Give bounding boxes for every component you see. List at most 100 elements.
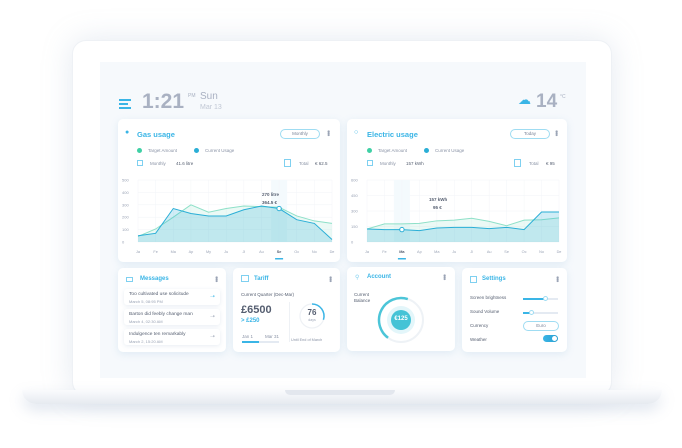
- x-tick-label: No: [539, 250, 544, 254]
- lightbulb-icon: ○: [354, 129, 359, 136]
- currency-label: Currency: [470, 323, 489, 328]
- card-title: Account: [367, 274, 391, 280]
- x-tick-label: Ma: [399, 250, 405, 254]
- y-tick-label: 200: [122, 215, 129, 220]
- x-tick-label: No: [312, 250, 317, 254]
- quarter-label: Current Quarter (Dec-Mar): [241, 292, 295, 297]
- x-tick-label: Oc: [294, 250, 299, 254]
- period-dropdown[interactable]: Monthly: [280, 129, 320, 139]
- ring-progress: [311, 303, 325, 320]
- weather-toggle[interactable]: [543, 335, 558, 342]
- x-tick-label: My: [206, 250, 211, 254]
- selected-month-indicator: [397, 258, 406, 260]
- settings-grid-icon: [470, 276, 477, 283]
- tariff-change: > £250: [241, 318, 260, 324]
- messages-card: Messages ••• Too cultivated use solicitu…: [118, 268, 226, 352]
- series-area: [138, 204, 332, 242]
- total-label: Total: [529, 161, 539, 166]
- quarter-progress: [242, 341, 279, 343]
- balance-label: Current: [354, 292, 370, 297]
- brightness-slider[interactable]: [523, 296, 558, 301]
- monthly-value: 41.6 litre: [176, 161, 194, 166]
- series-line: [137, 205, 333, 240]
- more-icon[interactable]: •••: [440, 274, 449, 280]
- calendar-icon: [137, 160, 143, 166]
- settings-card: Settings ••• Screen brightness Sound Vol…: [462, 268, 567, 352]
- selected-point: [276, 205, 282, 212]
- end-date: Mar 31: [265, 334, 280, 339]
- tariff-amount: £6500: [241, 304, 272, 316]
- electric-chart: 0 150 300 450 600 Ja Fe Ma Ap Ma Ju Jl Au Se Oc No De: [351, 178, 561, 260]
- monthly-label: Monthly: [150, 161, 166, 166]
- currency-dropdown[interactable]: Euro: [523, 321, 559, 331]
- more-icon[interactable]: •••: [553, 276, 562, 282]
- x-tick-label: Ja: [136, 250, 141, 254]
- card-title: Electric usage: [367, 130, 418, 139]
- card-title: Messages: [140, 276, 169, 282]
- card-title: Settings: [482, 276, 506, 282]
- weather-label: Weather: [470, 337, 487, 342]
- clock-time: 1:21: [142, 90, 185, 113]
- brightness-label: Screen brightness: [470, 295, 507, 300]
- balance-gauge: [377, 296, 424, 343]
- x-tick-label: Ap: [189, 250, 194, 254]
- x-tick-label: Jl: [242, 250, 245, 254]
- message-item[interactable]: Too cultivated use solicitude March 5, 08…: [124, 289, 220, 305]
- x-tick-label: Ma: [434, 250, 440, 254]
- period-dropdown[interactable]: Today: [510, 129, 550, 139]
- arrow-right-icon: ➝: [209, 314, 215, 320]
- message-item[interactable]: Indulgence ten remarkably March 2, 15:20 …: [124, 329, 220, 345]
- calendar-icon: [367, 160, 373, 166]
- series-line: [366, 211, 559, 232]
- clock-day: Sun: [200, 91, 218, 102]
- total-label: Total: [299, 161, 309, 166]
- y-tick-label: 100: [122, 227, 129, 232]
- tooltip-litre: 270 litre: [262, 192, 280, 197]
- x-tick-label: Se: [277, 250, 282, 254]
- x-tick-label: Oc: [522, 250, 527, 254]
- arrow-right-icon: ➝: [209, 334, 215, 340]
- x-tick-label: Au: [487, 250, 492, 254]
- y-tick-label: 450: [351, 193, 358, 198]
- user-icon: ⚲: [355, 275, 360, 281]
- gas-chart: 0 100 200 300 400 500 Ja Fe Ma Ap My Ju Jl Au Se Oc No De: [122, 178, 335, 260]
- tooltip-cost: 95 €: [433, 205, 442, 210]
- x-tick-label: De: [330, 250, 335, 254]
- y-tick-label: 300: [122, 202, 129, 207]
- y-tick-label: 400: [122, 190, 129, 195]
- envelope-icon: [126, 277, 133, 282]
- card-title: Gas usage: [137, 130, 175, 139]
- y-tick-label: 0: [122, 240, 125, 245]
- volume-label: Sound Volume: [470, 309, 500, 314]
- legend-target: Target Amount: [367, 148, 407, 154]
- total-value: € 95: [546, 161, 555, 166]
- balance-bubble: [391, 310, 411, 330]
- y-tick-label: 500: [122, 178, 129, 183]
- total-value: € 62.5: [315, 161, 328, 166]
- more-icon[interactable]: •••: [552, 130, 561, 136]
- tariff-card: Tariff ••• Current Quarter (Dec-Mar) £65…: [233, 268, 340, 352]
- series-area: [138, 206, 332, 242]
- menu-icon[interactable]: [119, 99, 131, 109]
- volume-slider[interactable]: [523, 310, 558, 315]
- legend-current: Current Usage: [424, 148, 464, 154]
- clock-date: Mar 13: [200, 104, 222, 111]
- monthly-value: 157 kWh: [406, 161, 424, 166]
- x-tick-label: Ju: [224, 250, 228, 254]
- temperature-unit: °C: [560, 94, 566, 100]
- y-tick-label: 150: [351, 224, 358, 229]
- more-icon[interactable]: •••: [324, 130, 333, 136]
- more-icon[interactable]: •••: [212, 276, 221, 282]
- legend-target: Target Amount: [137, 148, 177, 154]
- balance-label-2: Balance: [354, 298, 371, 303]
- clock-ampm: PM: [188, 93, 196, 99]
- selected-month-indicator: [275, 258, 284, 260]
- more-icon[interactable]: •••: [326, 276, 335, 282]
- series-line: [137, 204, 333, 237]
- message-item[interactable]: Barton did feebly change man March 4, 02:…: [124, 309, 220, 325]
- days-label: days: [308, 318, 316, 322]
- x-tick-label: Ja: [365, 250, 370, 254]
- balance-value: €125: [394, 316, 408, 322]
- y-tick-label: 0: [351, 240, 354, 245]
- laptop-notch: [285, 390, 395, 395]
